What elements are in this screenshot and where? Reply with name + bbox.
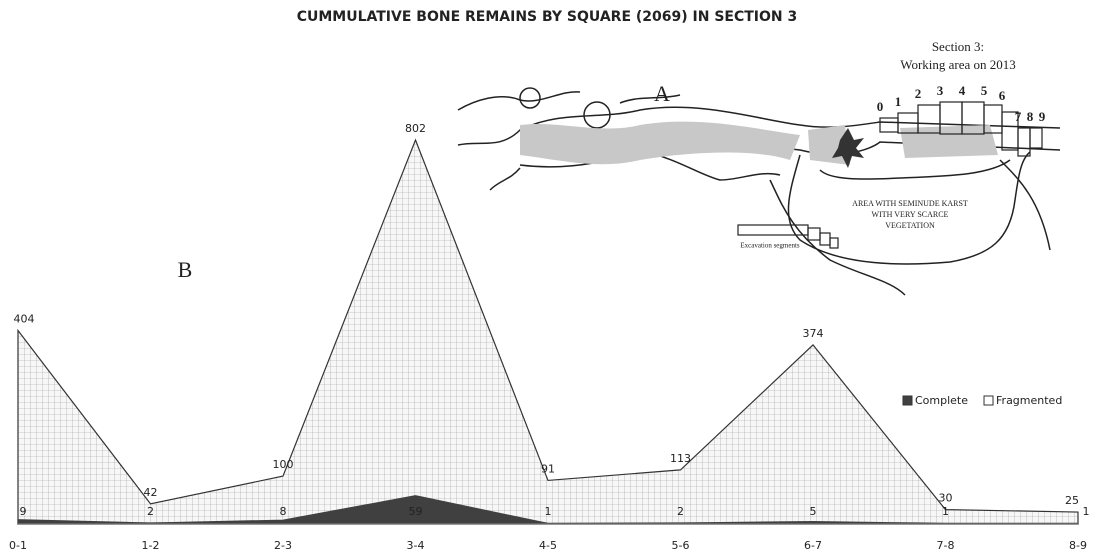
value-label: 1 — [1083, 505, 1090, 518]
value-label: 42 — [144, 486, 158, 499]
segment-label: 6 — [999, 88, 1006, 103]
x-tick-label: 3-4 — [407, 539, 425, 552]
legend-label: Fragmented — [996, 394, 1062, 407]
inset-note: AREA WITH SEMINUDE KARST — [852, 199, 968, 208]
value-label: 374 — [803, 327, 824, 340]
segment-label: 9 — [1039, 109, 1046, 124]
inset-title: Section 3: — [932, 39, 984, 54]
x-tick-label: 1-2 — [142, 539, 160, 552]
x-tick-label: 8-9 — [1069, 539, 1087, 552]
segment-label: 4 — [959, 83, 966, 98]
value-label: 5 — [810, 505, 817, 518]
segment-label: 8 — [1027, 109, 1034, 124]
x-tick-label: 6-7 — [804, 539, 822, 552]
value-label: 59 — [409, 505, 423, 518]
legend-label: Complete — [915, 394, 968, 407]
x-tick-label: 4-5 — [539, 539, 557, 552]
inset-water — [520, 122, 800, 165]
value-label: 91 — [541, 462, 555, 475]
inset-note: WITH VERY SCARCE — [872, 210, 949, 219]
inset-key: Excavation segments — [740, 242, 800, 250]
legend-swatch — [984, 396, 993, 405]
value-label: 25 — [1065, 494, 1079, 507]
chart-title: CUMMULATIVE BONE REMAINS BY SQUARE (2069… — [297, 9, 798, 25]
x-tick-label: 5-6 — [672, 539, 690, 552]
value-label: 1 — [545, 505, 552, 518]
value-label: 9 — [20, 505, 27, 518]
value-label: 113 — [670, 452, 691, 465]
x-tick-label: 0-1 — [9, 539, 27, 552]
segment-label: 5 — [981, 83, 988, 98]
value-label: 100 — [273, 458, 294, 471]
segment-label: 0 — [877, 99, 884, 114]
inset-map — [458, 88, 1060, 295]
value-label: 2 — [677, 505, 684, 518]
chart: CUMMULATIVE BONE REMAINS BY SQUARE (2069… — [0, 0, 1094, 556]
x-tick-label: 7-8 — [937, 539, 955, 552]
inset-title: Working area on 2013 — [900, 57, 1016, 72]
panel-label: B — [178, 257, 193, 282]
x-tick-label: 2-3 — [274, 539, 292, 552]
value-label: 30 — [939, 492, 953, 505]
value-label: 8 — [280, 505, 287, 518]
value-label: 2 — [147, 505, 154, 518]
legend-swatch — [903, 396, 912, 405]
panel-label: A — [654, 81, 670, 106]
inset-note: VEGETATION — [885, 221, 935, 230]
segment-label: 2 — [915, 86, 922, 101]
value-label: 1 — [942, 505, 949, 518]
value-label: 404 — [14, 313, 35, 326]
value-label: 802 — [405, 122, 426, 135]
segment-label: 3 — [937, 83, 944, 98]
inset-water — [900, 125, 998, 158]
segment-label: 1 — [895, 94, 902, 109]
segment-label: 7 — [1015, 109, 1022, 124]
